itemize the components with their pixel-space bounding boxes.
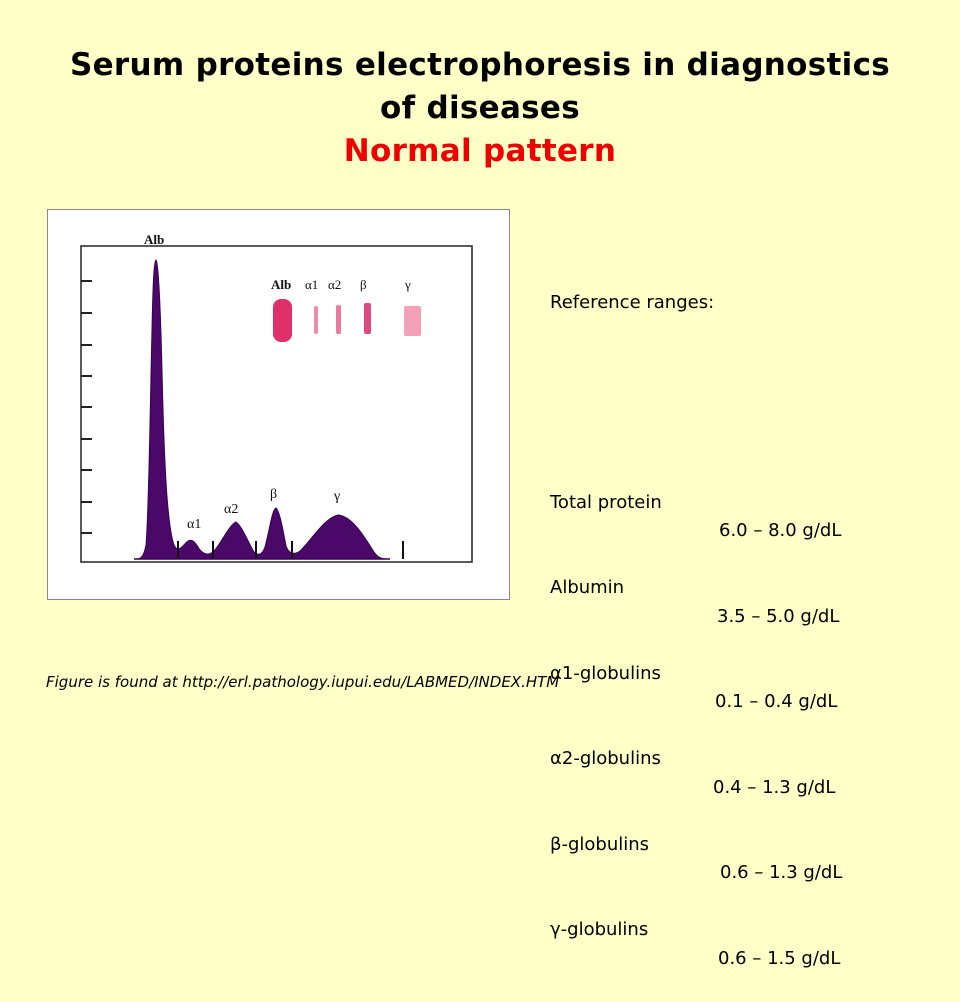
gel-band-alb [273,299,292,342]
reference-name: α1-globulins [550,662,661,684]
reference-heading: Reference ranges: [550,292,715,313]
electrophoresis-densitogram: Alb α1 α2 β γ Alb α1 α2 β γ [80,232,473,563]
peak-label-alpha1: α1 [187,517,201,532]
reference-row: α2-globulins 0.4 – 1.3 g/dL [550,717,835,798]
reference-name: β-globulins [550,833,650,855]
electrophoresis-figure: Alb α1 α2 β γ Alb α1 α2 β γ [47,209,510,600]
peak-label-alb: Alb [144,232,164,247]
reference-name: α2-globulins [550,748,661,769]
reference-range: 0.1 – 0.4 g/dL [715,691,838,712]
gel-band-alpha1 [314,306,318,334]
title-subtitle: Normal pattern [343,133,617,169]
reference-row: β-globulins 0.6 – 1.3 g/dL [550,802,842,884]
reference-row: Albumin 3.5 – 5.0 g/dL [550,546,839,627]
gel-band-gamma [404,306,421,336]
gel-label-alpha2: α2 [328,277,341,292]
gel-band-alpha2 [336,305,341,334]
reference-name: Albumin [550,577,625,598]
reference-range: 3.5 – 5.0 g/dL [717,605,840,627]
reference-ranges: Reference ranges: Total protein 6.0 – 8.… [550,232,842,969]
reference-row: Total protein 6.0 – 8.0 g/dL [550,460,841,542]
peak-label-gamma: γ [333,489,340,504]
figure-source-footnote: Figure is found at http://erl.pathology.… [46,673,560,691]
reference-row: α1-globulins 0.1 – 0.4 g/dL [550,631,837,713]
reference-range: 0.6 – 1.5 g/dL [718,947,841,969]
gel-strip [273,299,421,342]
slide-title: Serum proteins electrophoresis in diagno… [0,44,960,173]
y-axis-ticks [81,280,92,534]
title-line-2: of diseases [379,90,581,126]
reference-name: γ-globulins [550,919,649,940]
reference-range: 0.6 – 1.3 g/dL [720,862,843,883]
peak-label-beta: β [270,487,277,502]
gel-band-beta [364,303,371,334]
gel-label-alpha1: α1 [305,277,318,292]
reference-row: γ-globulins 0.6 – 1.5 g/dL [550,888,840,969]
gel-label-alb: Alb [271,277,291,292]
reference-range: 0.4 – 1.3 g/dL [713,776,836,798]
densitogram-trace [135,259,389,560]
reference-range: 6.0 – 8.0 g/dL [719,520,842,541]
reference-name: Total protein [550,491,662,513]
gel-label-beta: β [360,277,367,292]
peak-label-alpha2: α2 [224,502,238,517]
plot-frame [80,245,473,563]
gel-label-gamma: γ [404,277,411,292]
title-line-1: Serum proteins electrophoresis in diagno… [69,47,890,83]
fraction-separators [177,541,404,559]
